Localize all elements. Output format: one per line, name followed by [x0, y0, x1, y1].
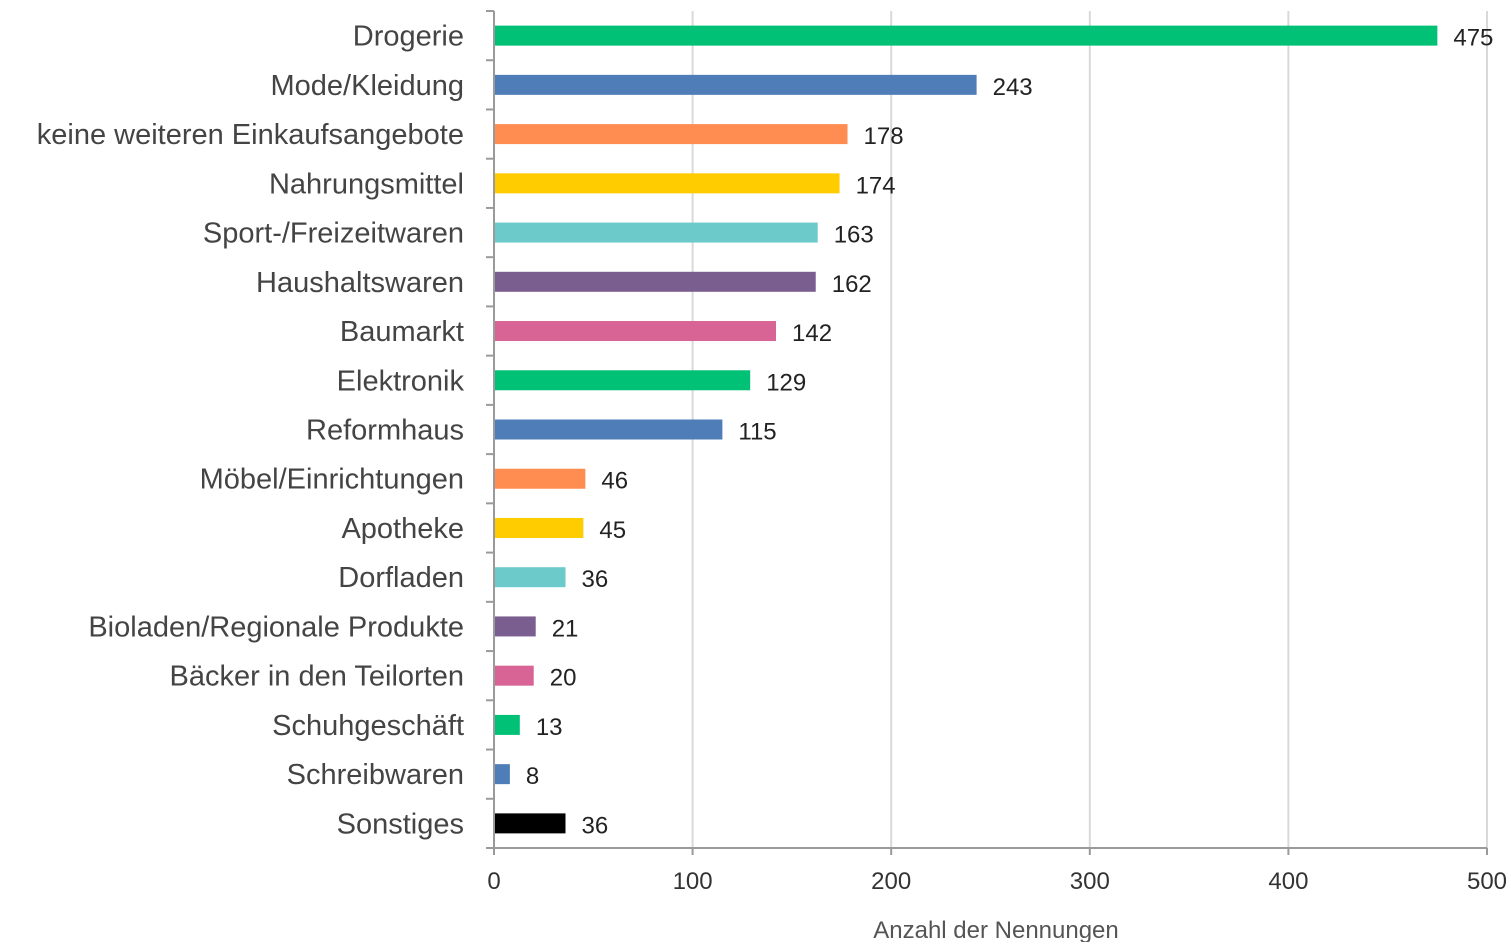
- bar-value-label: 13: [536, 714, 563, 741]
- y-category-label: Haushaltswaren: [256, 267, 464, 299]
- y-category-label: Mode/Kleidung: [271, 70, 464, 102]
- y-category-label: Nahrungsmittel: [269, 168, 464, 200]
- y-category-label: Sport-/Freizeitwaren: [203, 218, 464, 250]
- y-category-label: keine weiteren Einkaufsangebote: [37, 119, 464, 151]
- y-category-label: Sonstiges: [337, 808, 464, 840]
- bar: [494, 419, 723, 440]
- bar-value-label: 142: [792, 320, 832, 347]
- y-category-label: Schuhgeschäft: [272, 710, 464, 742]
- bar: [494, 517, 584, 538]
- x-axis-title: Anzahl der Nennungen: [873, 917, 1119, 942]
- bar: [494, 714, 520, 735]
- bar-value-label: 36: [581, 812, 608, 839]
- bar-value-label: 178: [864, 123, 904, 150]
- bar: [494, 173, 840, 194]
- y-category-label: Bioladen/Regionale Produkte: [88, 611, 464, 643]
- y-category-label: Dorfladen: [338, 562, 464, 594]
- bar: [494, 222, 818, 243]
- bar: [494, 616, 536, 637]
- x-tick-label: 500: [1467, 868, 1507, 895]
- bar-value-label: 475: [1453, 25, 1493, 52]
- y-category-label: Baumarkt: [340, 316, 464, 348]
- bar-value-label: 21: [552, 615, 579, 642]
- bar-value-label: 45: [599, 517, 626, 544]
- bar-value-label: 36: [581, 566, 608, 593]
- x-tick-label: 200: [871, 868, 911, 895]
- x-tick-label: 300: [1070, 868, 1110, 895]
- bar: [494, 813, 566, 834]
- bar-value-label: 46: [601, 468, 628, 495]
- bar-value-label: 20: [550, 665, 577, 692]
- bar: [494, 468, 586, 489]
- bar-value-label: 8: [526, 763, 539, 790]
- x-tick-label: 0: [487, 868, 500, 895]
- y-category-label: Drogerie: [353, 21, 464, 53]
- bar: [494, 567, 566, 588]
- bar: [494, 74, 977, 95]
- x-tick-label: 400: [1268, 868, 1308, 895]
- bar: [494, 764, 510, 785]
- y-category-label: Reformhaus: [306, 415, 464, 447]
- labels: 0 100 200 300 400 500 Drogerie 475 Mode/Kleidung…: [37, 21, 1507, 895]
- bar: [494, 124, 848, 145]
- bar-value-label: 129: [766, 369, 806, 396]
- y-category-label: Möbel/Einrichtungen: [200, 464, 464, 496]
- bar-value-label: 163: [834, 222, 874, 249]
- y-category-label: Bäcker in den Teilorten: [170, 661, 464, 693]
- y-category-label: Elektronik: [337, 365, 465, 397]
- bar: [494, 665, 534, 686]
- bar-value-label: 115: [738, 419, 776, 446]
- bar-value-label: 174: [856, 172, 896, 199]
- bar-value-label: 162: [832, 271, 872, 298]
- bar: [494, 321, 777, 342]
- bar: [494, 370, 751, 391]
- x-tick-label: 100: [673, 868, 713, 895]
- bar-value-label: 243: [993, 74, 1033, 101]
- bars: [494, 25, 1438, 834]
- bar: [494, 271, 816, 292]
- y-category-label: Schreibwaren: [287, 759, 464, 791]
- gridlines: [691, 11, 1488, 848]
- bar: [494, 25, 1438, 46]
- y-category-label: Apotheke: [341, 513, 464, 545]
- axes: [486, 10, 1488, 855]
